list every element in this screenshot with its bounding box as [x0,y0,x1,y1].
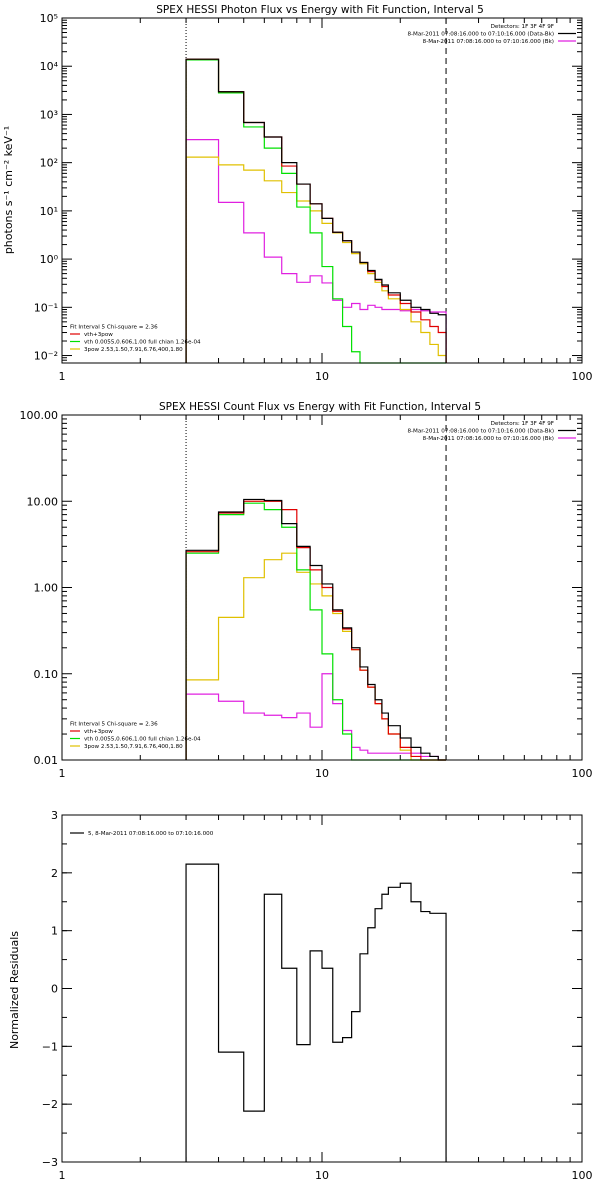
y-axis-label: photons s⁻¹ cm⁻² keV⁻¹ [2,126,15,254]
legend-entry: 8-Mar-2011 07:08:16.000 to 07:10:16.000 … [423,39,554,45]
y-tick-label: 10³ [40,108,58,121]
y-tick-label: 10⁻² [34,350,58,363]
y-tick-label: 2 [51,867,58,880]
y-tick-label: 0.01 [34,754,59,767]
y-tick-label: 100.00 [20,409,59,422]
legend-entry: Detectors: 1F 3F 4F 9F [491,421,554,427]
y-tick-label: 10¹ [40,205,58,218]
residuals-chart: Normalized Residuals 1 10 100 −3 −2 −1 0 1 2 3 5,… [8,809,593,1182]
legend-entry: vth 0.0055,0.606,1.00 full chian 1.26e-0… [84,340,201,346]
x-tick-label: 1 [59,767,66,780]
x-tick-label: 10 [315,370,329,383]
y-tick-label: 3 [51,809,58,822]
count-flux-chart: SPEX HESSI Count Flux vs Energy with Fit… [20,401,593,780]
legend-entry: vth+3pow [84,729,113,735]
series-line [185,500,447,761]
legend-entry: Fit Interval 5 Chi-square = 2.36 [70,325,158,331]
y-tick-label: 10.00 [27,495,59,508]
plot-frame [61,17,583,364]
chart-title: SPEX HESSI Count Flux vs Energy with Fit… [159,401,481,413]
y-tick-label: −3 [42,1156,58,1169]
y-tick-label: 10⁻¹ [34,301,58,314]
y-tick-label: 10⁵ [40,12,58,25]
legend-entry: Detectors: 1F 3F 4F 9F [491,24,554,30]
series-line [185,502,447,761]
y-tick-label: 10⁴ [40,60,59,73]
x-tick-label: 100 [572,1169,593,1182]
y-tick-label: 10² [40,157,58,170]
photon-flux-chart: SPEX HESSI Photon Flux vs Energy with Fi… [2,4,593,383]
y-tick-label: 10⁰ [40,253,59,266]
x-tick-label: 1 [59,370,66,383]
series-line [185,156,447,363]
y-tick-label: 0 [51,983,58,996]
y-tick-label: 1 [51,925,58,938]
legend-entry: 3pow 2.53,1.50,7.91,6.76,400,1.80 [84,347,183,353]
y-tick-label: −1 [42,1040,58,1053]
x-tick-label: 100 [572,767,593,780]
legend-entry: 3pow 2.53,1.50,7.91,6.76,400,1.80 [84,744,183,750]
chart-title: SPEX HESSI Photon Flux vs Energy with Fi… [156,4,484,16]
x-tick-label: 10 [315,1169,329,1182]
series-line [185,498,447,761]
plot-frame [61,414,583,761]
series-line [185,58,447,363]
legend-entry: vth+3pow [84,332,113,338]
legend-entry: 8-Mar-2011 07:08:16.000 to 07:10:16.000 … [423,436,554,442]
series-line [185,552,447,761]
x-tick-label: 10 [315,767,329,780]
x-tick-label: 1 [59,1169,66,1182]
series-line [185,139,447,363]
plot-frame [61,814,583,1163]
x-tick-label: 100 [572,370,593,383]
legend-entry: 5, 8-Mar-2011 07:08:16.000 to 07:10:16.0… [88,831,214,837]
legend-entry: 8-Mar-2011 07:08:16.000 to 07:10:16.000 … [407,429,554,435]
y-tick-label: −2 [42,1098,58,1111]
legend-entry: vth 0.0055,0.606,1.00 full chian 1.26e-0… [84,737,201,743]
legend-entry: 8-Mar-2011 07:08:16.000 to 07:10:16.000 … [407,32,554,38]
y-tick-label: 0.10 [34,668,59,681]
legend-entry: Fit Interval 5 Chi-square = 2.36 [70,722,158,728]
y-axis-label: Normalized Residuals [8,931,21,1049]
series-line [185,863,447,1162]
y-tick-label: 1.00 [34,582,59,595]
